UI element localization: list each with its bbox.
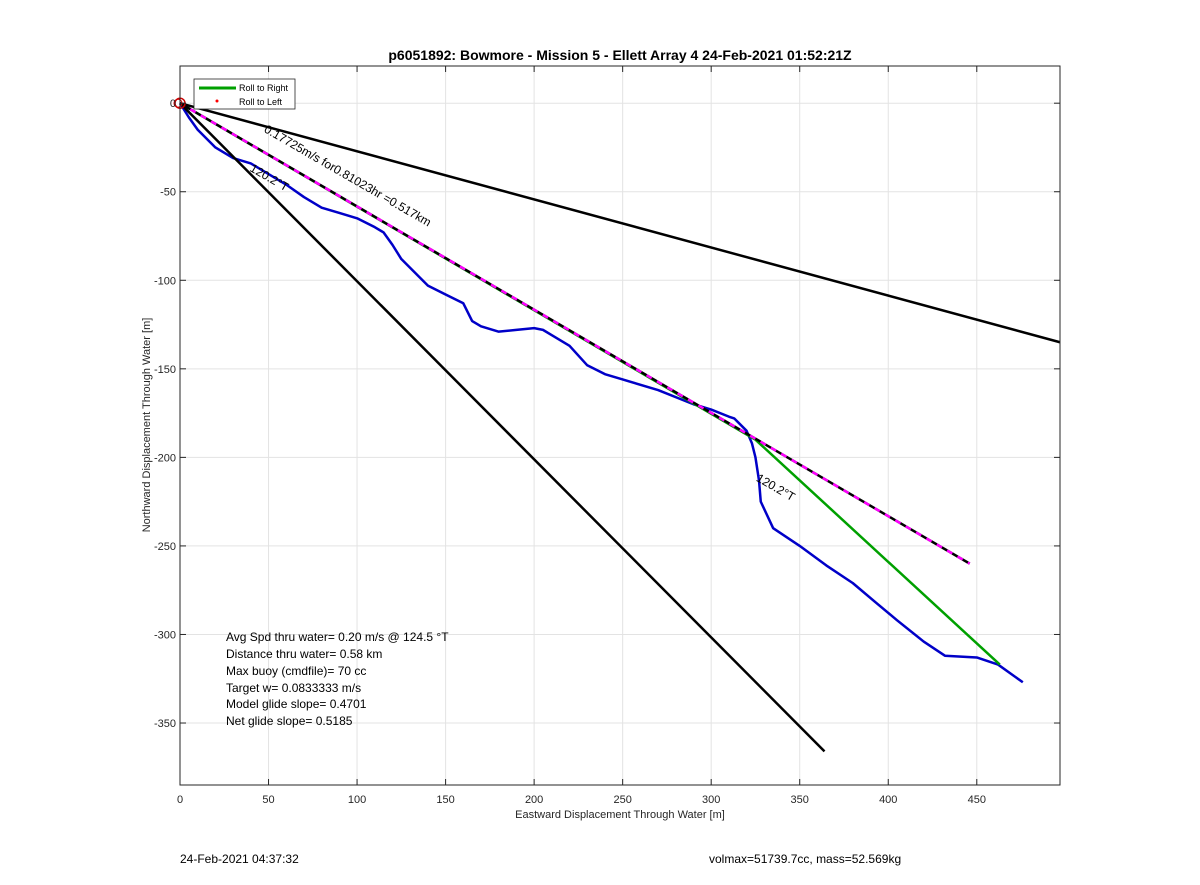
series-line-2-dash-overlay [179, 102, 971, 565]
ticks: 0 50 100 150 200 250 300 350 400 450 0 -50 -100 -150 -… [154, 66, 1060, 806]
series-line-4 [179, 102, 826, 753]
stat-target-w: Target w= 0.0833333 m/s [226, 681, 361, 695]
stat-distance: Distance thru water= 0.58 km [226, 647, 382, 661]
stat-avg-speed: Avg Spd thru water= 0.20 m/s @ 124.5 °T [226, 630, 449, 644]
x-tick-label: 100 [348, 794, 366, 806]
x-axis-label: Eastward Displacement Through Water [m] [515, 809, 725, 821]
stat-max-buoy: Max buoy (cmdfile)= 70 cc [226, 664, 366, 678]
series-layer [173, 97, 1061, 753]
y-axis-label: Northward Displacement Through Water [m] [141, 318, 153, 533]
x-tick-label: 50 [262, 794, 274, 806]
x-tick-label: 400 [879, 794, 897, 806]
legend-label-roll-right: Roll to Right [239, 83, 289, 93]
stat-net-glide: Net glide slope= 0.5185 [226, 714, 353, 728]
stats-block: Avg Spd thru water= 0.20 m/s @ 124.5 °T … [226, 630, 449, 728]
x-tick-label: 300 [702, 794, 720, 806]
footer-buoyancy: volmax=51739.7cc, mass=52.569kg [709, 852, 902, 866]
y-tick-label: -50 [160, 187, 176, 199]
grid [179, 66, 1060, 785]
stat-model-glide: Model glide slope= 0.4701 [226, 697, 367, 711]
x-tick-label: 350 [791, 794, 809, 806]
x-tick-label: 200 [525, 794, 543, 806]
series-line-3 [179, 101, 1061, 344]
x-tick-label: 250 [613, 794, 631, 806]
legend-box [193, 78, 296, 110]
x-tick-label: 450 [968, 794, 986, 806]
series-line-0 [178, 102, 1024, 684]
y-tick-label: -250 [154, 541, 176, 553]
legend-swatch-roll-left [215, 99, 219, 103]
chart-title: p6051892: Bowmore - Mission 5 - Ellett A… [388, 47, 852, 63]
y-tick-label: -300 [154, 629, 176, 641]
y-tick-label: -350 [154, 718, 176, 730]
plot-area [180, 66, 1060, 785]
y-tick-label: 0 [170, 98, 176, 110]
x-tick-label: 150 [436, 794, 454, 806]
y-tick-label: -150 [154, 364, 176, 376]
plot-frame [179, 65, 1061, 786]
footer-timestamp: 24-Feb-2021 04:37:32 [180, 852, 299, 866]
legend: Roll to Right Roll to Left [193, 78, 296, 110]
x-tick-label: 0 [177, 794, 183, 806]
y-tick-label: -100 [154, 275, 176, 287]
legend-label-roll-left: Roll to Left [239, 97, 283, 107]
y-tick-label: -200 [154, 452, 176, 464]
